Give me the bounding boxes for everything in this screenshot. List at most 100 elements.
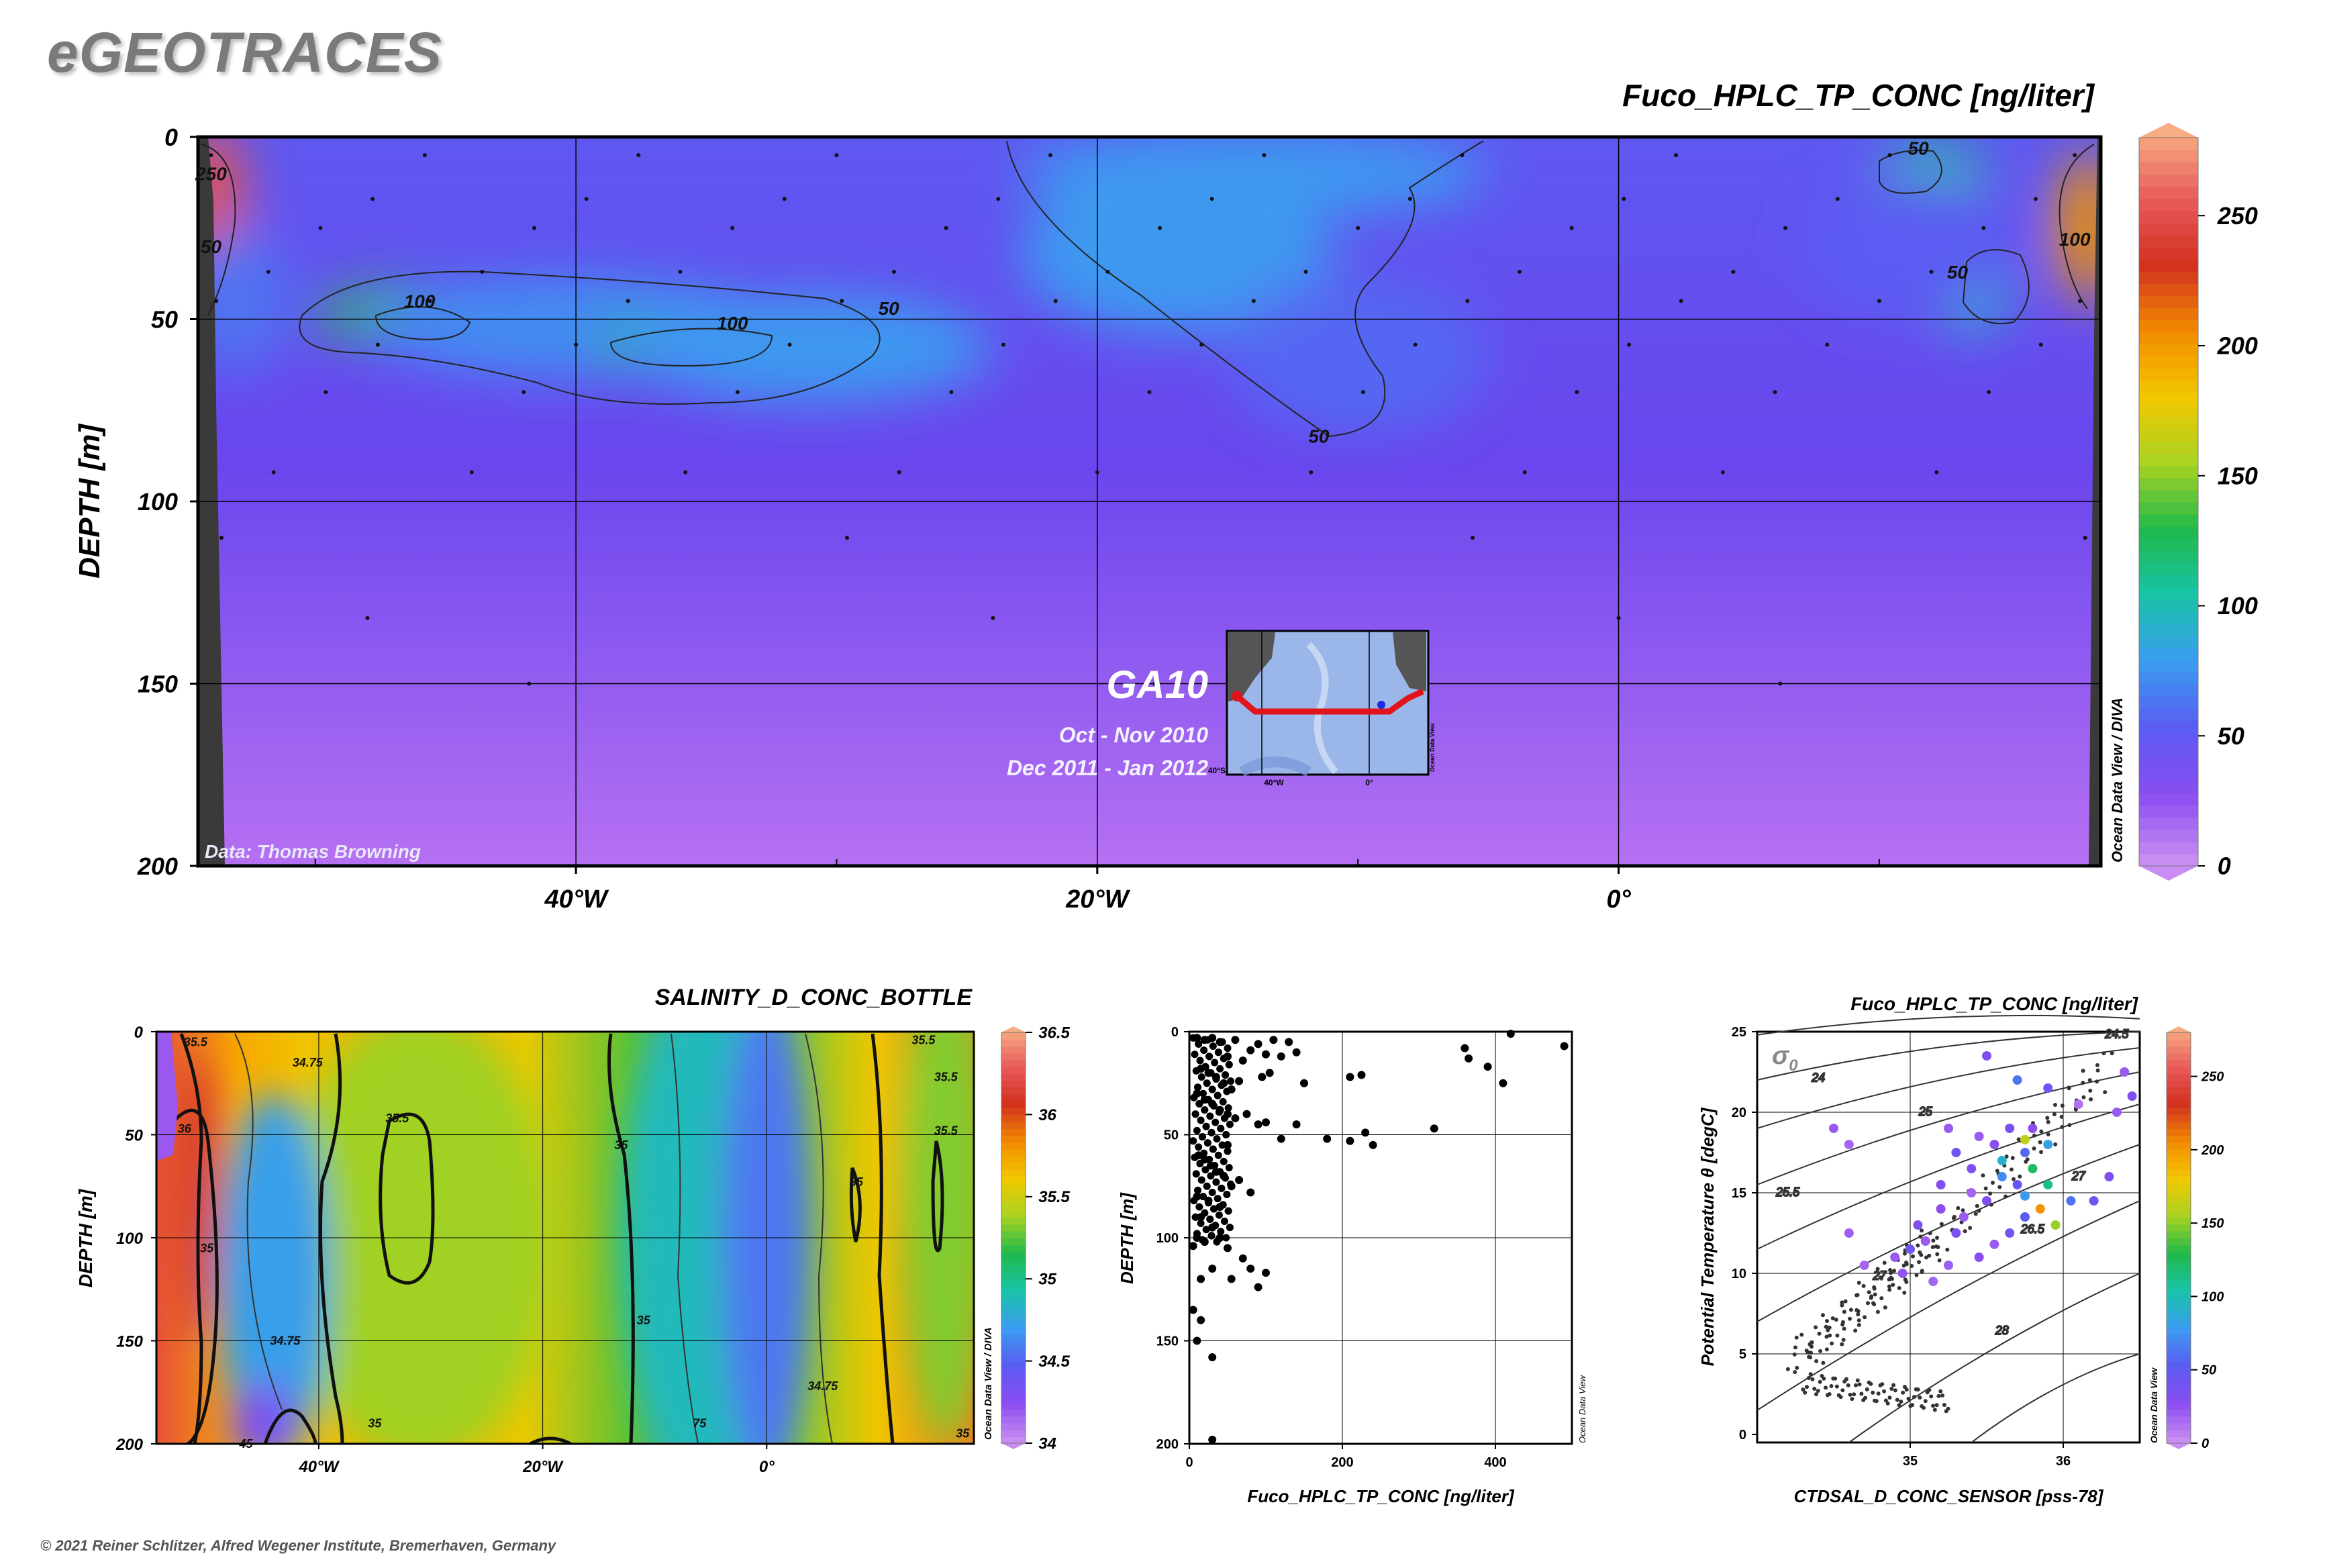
y-tick-label: 50 [151, 306, 178, 334]
contour-line [1962, 249, 2030, 324]
data-point-unmeasured [1901, 1390, 1905, 1395]
station-sample-dot [891, 269, 896, 274]
data-point-unmeasured [2095, 1063, 2099, 1067]
data-point-unmeasured [1874, 1399, 1879, 1404]
section-ylabel: DEPTH [m] [73, 424, 106, 579]
station-sample-dot [678, 269, 683, 274]
colorbar-tick-label: 34.5 [1038, 1353, 1070, 1371]
x-tick-label: 36 [2056, 1454, 2071, 1469]
station-sample-dot [1731, 269, 1736, 274]
data-point [1205, 1155, 1214, 1163]
data-point [1982, 1196, 1991, 1206]
colorbar-band [2167, 1189, 2191, 1197]
contour-line [263, 1408, 317, 1444]
colorbar-tick-label: 200 [2201, 1143, 2224, 1158]
data-point [1225, 1061, 1233, 1069]
data-point-unmeasured [1809, 1351, 1814, 1355]
data-point-unmeasured [1814, 1325, 1818, 1330]
colorbar-band [2139, 647, 2198, 660]
colorbar-band [2167, 1340, 2191, 1349]
data-point [1189, 1034, 1197, 1042]
colorbar-cap-bottom [2167, 1443, 2191, 1449]
data-point [1844, 1228, 1854, 1238]
colorbar-outline [2138, 137, 2199, 867]
colorbar-band [1001, 1204, 1026, 1212]
section-name: GA10 [1106, 663, 1208, 707]
data-point [1430, 1124, 1438, 1133]
data-point-unmeasured [1918, 1234, 1923, 1239]
data-point [1220, 1055, 1228, 1063]
data-point-unmeasured [1932, 1408, 1937, 1412]
station-sample-dot [1627, 342, 1632, 347]
salinity-colorbar: 34 34.5 35 35.5 36 36.5 [1001, 1024, 1071, 1453]
colorbar-tick-label: 200 [2217, 332, 2258, 360]
station-sample-dot [1987, 390, 1991, 395]
data-point-unmeasured [2009, 1167, 2014, 1172]
data-point-unmeasured [1840, 1300, 1844, 1305]
colorbar-band [1001, 1210, 1026, 1218]
colorbar-band [2139, 562, 2198, 575]
y-tick-label: 50 [125, 1127, 143, 1145]
fuco-depth-profile: 0 50 100 150 200 0 200 400 Fuco_HPLC_TP_CONC [n… [1117, 1025, 1587, 1506]
colorbar-band [2139, 477, 2198, 491]
data-point-unmeasured [1931, 1404, 1936, 1408]
data-point [1212, 1075, 1220, 1083]
inset-land-west [1228, 632, 1275, 701]
value-blob [901, 1032, 974, 1444]
station-sample-dot [214, 299, 219, 303]
colorbar-band [1001, 1080, 1026, 1088]
data-point-unmeasured [2038, 1140, 2042, 1144]
station-sample-dot [1575, 390, 1579, 395]
data-point [1201, 1106, 1209, 1114]
colorbar-band [2167, 1204, 2191, 1212]
odv-side-label: Ocean Data View / DIVA [2109, 697, 2126, 863]
data-point-unmeasured [1934, 1403, 1939, 1408]
data-point-unmeasured [1902, 1385, 1907, 1389]
data-point-unmeasured [2053, 1142, 2058, 1146]
station-sample-dot [1199, 342, 1204, 347]
contour-line [234, 1033, 283, 1410]
data-point-unmeasured [1826, 1328, 1830, 1332]
data-point-unmeasured [1850, 1397, 1854, 1402]
station-sample-dot [1616, 616, 1621, 620]
colorbar-band [1001, 1230, 1026, 1238]
y-tick-label: 5 [1739, 1347, 1746, 1362]
colorbar-band [1001, 1073, 1026, 1081]
data-point-unmeasured [1808, 1355, 1813, 1360]
colorbar-band [2167, 1422, 2191, 1430]
data-point-unmeasured [1902, 1290, 1907, 1295]
section-period-2: Dec 2011 - Jan 2012 [1007, 756, 1208, 780]
data-point-unmeasured [1843, 1299, 1848, 1304]
data-point [1242, 1110, 1251, 1118]
data-point [1944, 1261, 1953, 1270]
colorbar-band [2167, 1073, 2191, 1081]
data-point [1197, 1316, 1205, 1324]
data-point-unmeasured [1904, 1262, 1909, 1267]
data-point-unmeasured [1988, 1191, 1993, 1196]
data-point-unmeasured [2052, 1112, 2057, 1117]
data-point [1258, 1073, 1267, 1081]
colorbar-cap-bottom [2139, 866, 2198, 881]
data-point-unmeasured [1799, 1332, 1804, 1337]
data-point-unmeasured [1869, 1294, 1874, 1299]
contour-label: 100 [717, 313, 748, 334]
data-point [1196, 1159, 1204, 1167]
data-point [1897, 1269, 1908, 1278]
data-point-unmeasured [1910, 1254, 1915, 1259]
station-sample-dot [1413, 342, 1418, 347]
colorbar-band [1001, 1306, 1026, 1314]
data-point [1465, 1054, 1473, 1063]
station-sample-dot [1720, 470, 1725, 475]
colorbar-band [2139, 368, 2198, 381]
colorbar-band [2167, 1402, 2191, 1410]
data-point-unmeasured [1853, 1383, 1858, 1387]
colorbar-band [1001, 1101, 1026, 1109]
colorbar-band [1001, 1128, 1026, 1136]
data-point-unmeasured [1929, 1394, 1934, 1399]
ts-xlabel: CTDSAL_D_CONC_SENSOR [pss-78] [1794, 1486, 2104, 1506]
station-sample-dot [1877, 299, 1881, 303]
data-point-unmeasured [2059, 1114, 2064, 1119]
data-point-unmeasured [2095, 1079, 2099, 1084]
copyright-note: © 2021 Reiner Schlitzer, Alfred Wegener … [40, 1537, 556, 1554]
station-sample-dot [1673, 153, 1678, 158]
